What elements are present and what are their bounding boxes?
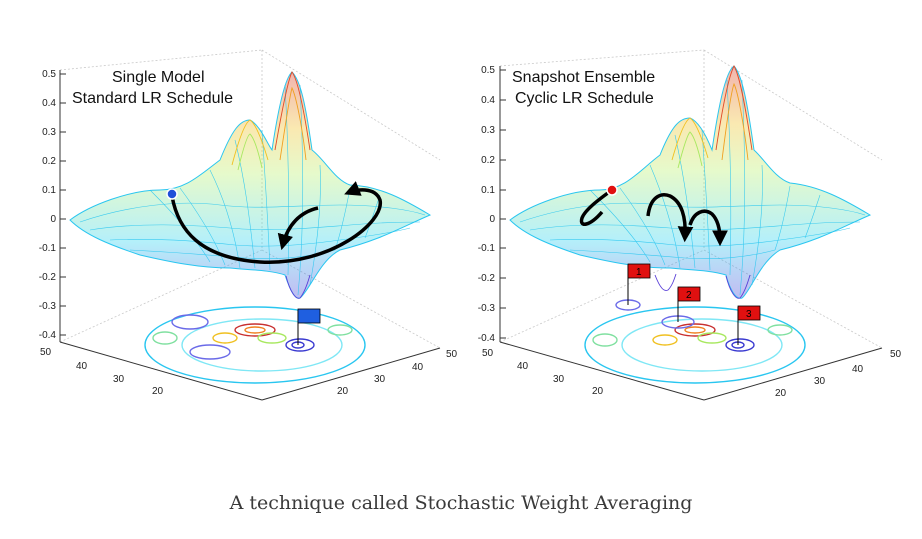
left-start-marker [166,188,178,200]
x-tick-label: 40 [76,361,88,372]
z-tick-label: 0 [489,214,495,225]
left-x-tick-labels: 50 40 30 20 [40,347,164,397]
z-tick-label: 0.2 [481,155,495,166]
right-flag-3: 3 [737,305,761,345]
right-trajectory-arrow [688,209,728,247]
z-tick-label: -0.4 [478,333,496,344]
y-tick-label: 50 [446,349,458,360]
figure-caption: A technique called Stochastic Weight Ave… [229,492,693,514]
left-z-tick-labels: 0.5 0.4 0.3 0.2 0.1 0 -0.1 -0.2 -0.3 -0.… [39,69,57,341]
left-trajectory-arrow [277,206,319,251]
z-tick-label: -0.3 [39,301,57,312]
right-flag-banner [737,305,761,321]
left-surface-peaks [231,71,311,299]
x-tick-label: 30 [113,374,125,385]
z-tick-label: 0.2 [42,156,56,167]
z-tick-label: 0 [50,214,56,225]
right-panel-title-line1: Snapshot Ensemble [512,69,655,86]
z-tick-label: -0.2 [478,273,496,284]
right-x-tick-labels: 50 40 30 20 [482,348,604,397]
z-tick-label: -0.1 [478,243,496,254]
right-flag-1: 1 [627,263,651,305]
z-tick-label: -0.4 [39,330,57,341]
left-flag [297,308,321,345]
right-trajectory-arrow [579,188,614,226]
z-tick-label: 0.5 [481,65,495,76]
z-tick-label: 0.1 [481,185,495,196]
y-tick-label: 40 [412,362,424,373]
right-trajectory-arrow [646,193,694,243]
x-tick-label: 30 [553,374,565,385]
right-axis-lines [499,66,883,401]
z-tick-label: 0.5 [42,69,56,80]
right-flag-number: 2 [686,290,692,301]
x-tick-label: 20 [592,386,604,397]
left-flag-banner [297,308,321,324]
right-contour-map [584,299,806,384]
z-tick-label: 0.4 [42,98,56,109]
right-flag-number: 1 [636,267,642,278]
z-tick-label: -0.1 [39,243,57,254]
z-tick-label: -0.2 [39,272,57,283]
y-tick-label: 40 [852,364,864,375]
left-z-tick-marks [60,73,66,336]
right-surface-mesh [519,79,866,296]
right-start-marker [606,184,618,196]
right-y-tick-labels: 20 30 40 50 [775,349,902,399]
y-tick-label: 20 [337,386,349,397]
z-tick-label: 0.4 [481,95,495,106]
y-tick-label: 20 [775,388,787,399]
x-tick-label: 20 [152,386,164,397]
x-tick-label: 50 [482,348,494,359]
left-contour-map [144,306,366,384]
right-flag-banner [677,286,701,302]
right-flag-2: 2 [677,286,701,322]
right-z-tick-labels: 0.5 0.4 0.3 0.2 0.1 0 -0.1 -0.2 -0.3 -0.… [478,65,496,344]
x-tick-label: 40 [517,361,529,372]
x-tick-label: 50 [40,347,52,358]
left-trajectory-arrow [170,181,382,264]
left-panel-title-line1: Single Model [112,69,205,86]
right-panel: 0.5 0.4 0.3 0.2 0.1 0 -0.1 -0.2 -0.3 -0.… [478,49,902,401]
right-flag-number: 3 [746,309,752,320]
z-tick-label: -0.3 [478,303,496,314]
z-tick-label: 0.3 [42,127,56,138]
left-y-tick-labels: 20 30 40 50 [337,349,458,397]
y-tick-label: 30 [814,376,826,387]
z-tick-label: 0.3 [481,125,495,136]
y-tick-label: 50 [890,349,902,360]
left-panel: 0.5 0.4 0.3 0.2 0.1 0 -0.1 -0.2 -0.3 -0.… [39,49,458,401]
right-surface-peaks [654,65,753,299]
right-surface [509,65,872,299]
y-tick-label: 30 [374,374,386,385]
left-panel-title-line2: Standard LR Schedule [72,90,233,107]
right-flag-banner [627,263,651,279]
z-tick-label: 0.1 [42,185,56,196]
right-panel-title-line2: Cyclic LR Schedule [515,90,654,107]
right-z-tick-marks [500,69,506,339]
left-axis-lines [59,70,441,401]
